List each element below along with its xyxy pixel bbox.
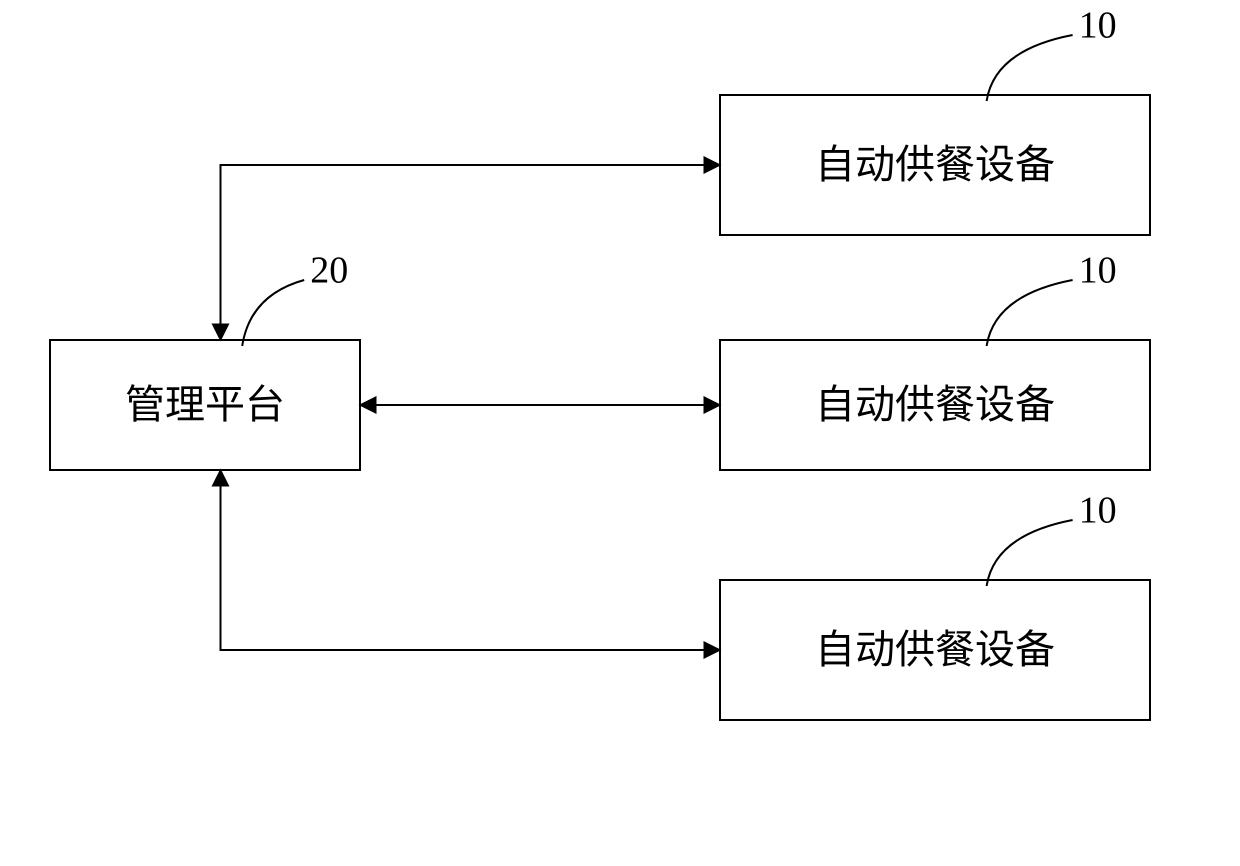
device3-callout: 10 xyxy=(1079,490,1117,532)
device2-callout-leader xyxy=(987,280,1073,346)
device3-callout-leader xyxy=(987,520,1073,586)
platform-label: 管理平台 xyxy=(125,382,285,427)
device1-callout: 10 xyxy=(1079,5,1117,47)
device2-callout: 10 xyxy=(1079,250,1117,292)
device3-label: 自动供餐设备 xyxy=(815,627,1055,672)
device2-label: 自动供餐设备 xyxy=(815,382,1055,427)
platform-callout-leader xyxy=(242,280,304,346)
device1-callout-leader xyxy=(987,35,1073,101)
device1-label: 自动供餐设备 xyxy=(815,142,1055,187)
arrow-platform-device3 xyxy=(221,470,721,650)
arrow-platform-device1 xyxy=(221,165,721,340)
platform-callout: 20 xyxy=(310,250,348,292)
